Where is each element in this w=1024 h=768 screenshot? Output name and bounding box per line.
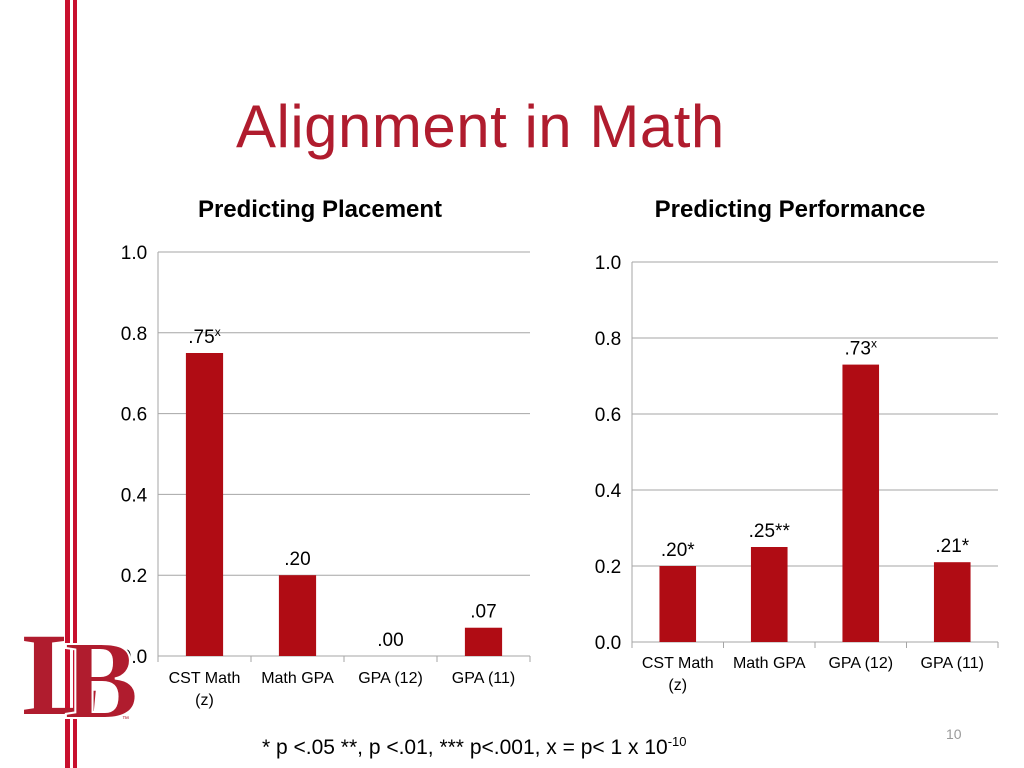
data-label: .07 — [470, 602, 496, 623]
category-label: CST Math — [642, 655, 714, 672]
y-tick-label: 1.0 — [121, 243, 147, 264]
y-tick-label: 0.4 — [121, 485, 148, 506]
bar — [185, 353, 224, 656]
bar — [278, 575, 317, 656]
data-label: .25** — [749, 521, 791, 542]
bar — [933, 562, 971, 642]
data-label-value: .75 — [188, 327, 214, 348]
category-label: CST Math — [169, 670, 241, 687]
data-label: .00 — [377, 630, 403, 651]
data-label-value: .21* — [935, 536, 969, 557]
logo-letter-l: L — [22, 609, 101, 726]
page-number: 10 — [946, 726, 962, 742]
data-label: .20* — [661, 540, 695, 561]
category-label: GPA (11) — [452, 670, 515, 687]
y-tick-label: 1.0 — [595, 253, 621, 274]
data-label-value: .07 — [470, 602, 496, 623]
y-tick-label: 0.6 — [595, 405, 621, 426]
footnote-text: * p <.05 **, p <.01, *** p<.001, x = p< … — [262, 736, 668, 759]
category-label: GPA (12) — [358, 670, 423, 687]
category-label: Math GPA — [261, 670, 334, 687]
data-label-value: .20* — [661, 540, 695, 561]
data-label: .20 — [284, 549, 310, 570]
bar — [842, 364, 880, 642]
logo-letter-b: B — [64, 619, 136, 726]
footnote-exponent: -10 — [667, 734, 687, 749]
chart-title-performance: Predicting Performance — [654, 196, 926, 223]
slide-title: Alignment in Math — [236, 93, 725, 160]
logo-trademark: ™ — [122, 716, 129, 723]
bar — [464, 627, 503, 656]
data-label: .75x — [188, 325, 220, 348]
y-tick-label: 0.2 — [595, 557, 621, 578]
data-label-value: .20 — [284, 549, 310, 570]
y-tick-label: 0.0 — [595, 633, 621, 654]
decorative-rule-left — [65, 0, 70, 768]
y-tick-label: 0.8 — [595, 329, 621, 350]
y-tick-label: 0.0 — [121, 647, 147, 668]
data-label-value: .25** — [749, 521, 791, 542]
category-label: (z) — [668, 677, 687, 694]
data-label-value: .00 — [377, 630, 403, 651]
data-label: .21* — [935, 536, 969, 557]
category-label: Math GPA — [733, 655, 806, 672]
category-label: GPA (11) — [921, 655, 984, 672]
y-tick-label: 0.2 — [121, 566, 147, 587]
category-label: GPA (12) — [828, 655, 893, 672]
data-label-superscript: x — [215, 325, 221, 339]
bar — [750, 547, 788, 642]
lb-logo: L B — [22, 609, 136, 726]
y-tick-label: 0.8 — [121, 324, 147, 345]
data-label-value: .73 — [845, 339, 871, 360]
data-label: .73x — [845, 337, 877, 360]
decorative-rule-right — [73, 0, 77, 768]
footnote: * p <.05 **, p <.01, *** p<.001, x = p< … — [262, 734, 687, 760]
data-label-superscript: x — [871, 337, 877, 351]
category-label: (z) — [195, 692, 214, 709]
bar — [659, 566, 697, 642]
chart-title-placement: Predicting Placement — [197, 196, 443, 223]
y-tick-label: 0.6 — [121, 405, 147, 426]
y-tick-label: 0.4 — [595, 481, 622, 502]
